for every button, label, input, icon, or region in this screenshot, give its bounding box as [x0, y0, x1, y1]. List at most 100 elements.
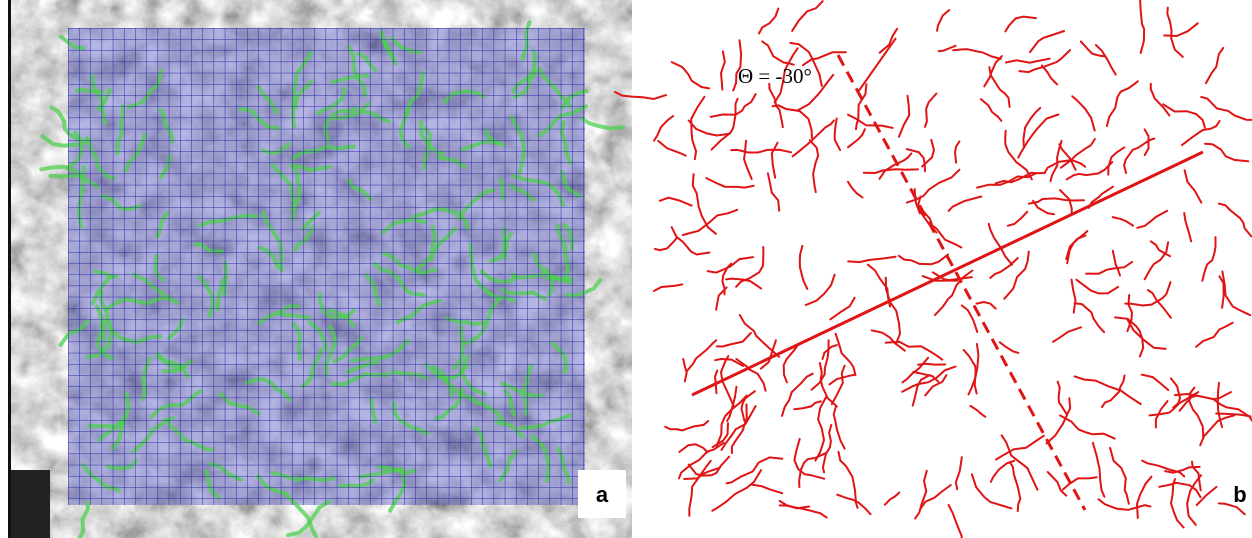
crack: [693, 174, 716, 234]
crack: [722, 406, 756, 450]
crack: [835, 119, 840, 151]
reference-line: [858, 38, 896, 92]
crack: [1010, 462, 1020, 511]
crack: [689, 121, 730, 136]
crack: [1206, 48, 1223, 83]
crack: [672, 227, 710, 254]
crack: [683, 210, 737, 235]
crack: [792, 1, 823, 31]
angle-annotation: Θ = -30°: [738, 64, 812, 88]
crack: [848, 129, 865, 147]
crack: [836, 334, 856, 375]
crack: [848, 182, 863, 198]
crack: [1005, 17, 1036, 32]
crack: [691, 97, 704, 159]
crack: [665, 421, 708, 430]
page: a Θ = -30° b (() => { const data = JSON.…: [0, 0, 1252, 538]
panel-label: b: [1233, 482, 1246, 507]
crack: [1182, 121, 1220, 145]
crack: [1145, 242, 1168, 279]
crack: [1202, 237, 1215, 281]
crack: [953, 49, 1001, 59]
crack: [1107, 81, 1138, 126]
crack: [1072, 280, 1076, 313]
crack: [732, 404, 747, 453]
crack: [996, 173, 1045, 184]
crack: [1164, 23, 1198, 36]
crack: [721, 51, 725, 89]
crack: [823, 345, 837, 359]
crack: [711, 94, 756, 117]
crack: [1048, 472, 1067, 496]
crack: [885, 493, 899, 505]
crack: [1008, 212, 1027, 226]
crack: [1175, 392, 1231, 399]
crack: [658, 141, 686, 156]
crack: [915, 471, 927, 519]
panel-a: [10, 0, 632, 538]
crack: [970, 406, 985, 417]
crack: [1151, 84, 1170, 116]
crack: [717, 333, 751, 347]
principal-direction: [692, 152, 1203, 395]
crack: [742, 391, 755, 421]
crack: [924, 212, 961, 247]
crack: [886, 278, 900, 344]
crack: [837, 495, 870, 515]
crack: [1072, 96, 1094, 130]
crack: [1142, 375, 1168, 390]
crack: [759, 9, 778, 34]
crack: [660, 198, 692, 206]
crack: [1099, 499, 1151, 510]
crack: [1060, 190, 1072, 215]
crack: [815, 397, 826, 461]
crack: [1108, 147, 1124, 174]
crack: [899, 255, 948, 265]
crack: [902, 367, 955, 392]
crack: [964, 350, 977, 394]
crack: [969, 344, 979, 395]
dark-corner: [10, 470, 50, 538]
crack: [1219, 276, 1223, 308]
crack: [984, 56, 1002, 86]
crack: [761, 340, 776, 368]
crack: [752, 485, 783, 494]
crack: [712, 99, 738, 150]
crack: [848, 115, 893, 128]
crack: [834, 407, 845, 449]
crack: [1113, 217, 1133, 226]
crack: [689, 457, 729, 476]
crack: [740, 315, 779, 357]
crack: [823, 425, 831, 472]
crack: [1075, 376, 1141, 404]
crack: [937, 10, 949, 31]
crack: [1113, 251, 1120, 276]
crack: [1096, 45, 1116, 75]
crack: [1200, 415, 1234, 445]
crack: [1171, 479, 1184, 527]
crack: [1053, 327, 1081, 342]
crack: [925, 94, 936, 127]
crack-traces: [615, 0, 1252, 538]
crack: [672, 62, 709, 88]
crack: [848, 257, 895, 262]
crack: [1222, 272, 1250, 316]
crack: [899, 96, 909, 137]
crack: [1184, 213, 1191, 241]
crack: [1046, 398, 1070, 443]
crack: [731, 150, 791, 153]
crack: [794, 401, 821, 409]
normal-direction: [838, 55, 1085, 510]
crack: [793, 121, 834, 157]
panel-label: a: [596, 482, 609, 507]
crack: [880, 153, 912, 178]
crack: [830, 298, 854, 320]
crack: [907, 149, 925, 171]
crack: [768, 173, 779, 211]
crack: [1219, 204, 1251, 237]
crack: [1030, 31, 1064, 52]
crack: [977, 302, 996, 309]
crack: [955, 141, 959, 162]
crack: [654, 284, 682, 291]
crack: [1137, 477, 1151, 518]
